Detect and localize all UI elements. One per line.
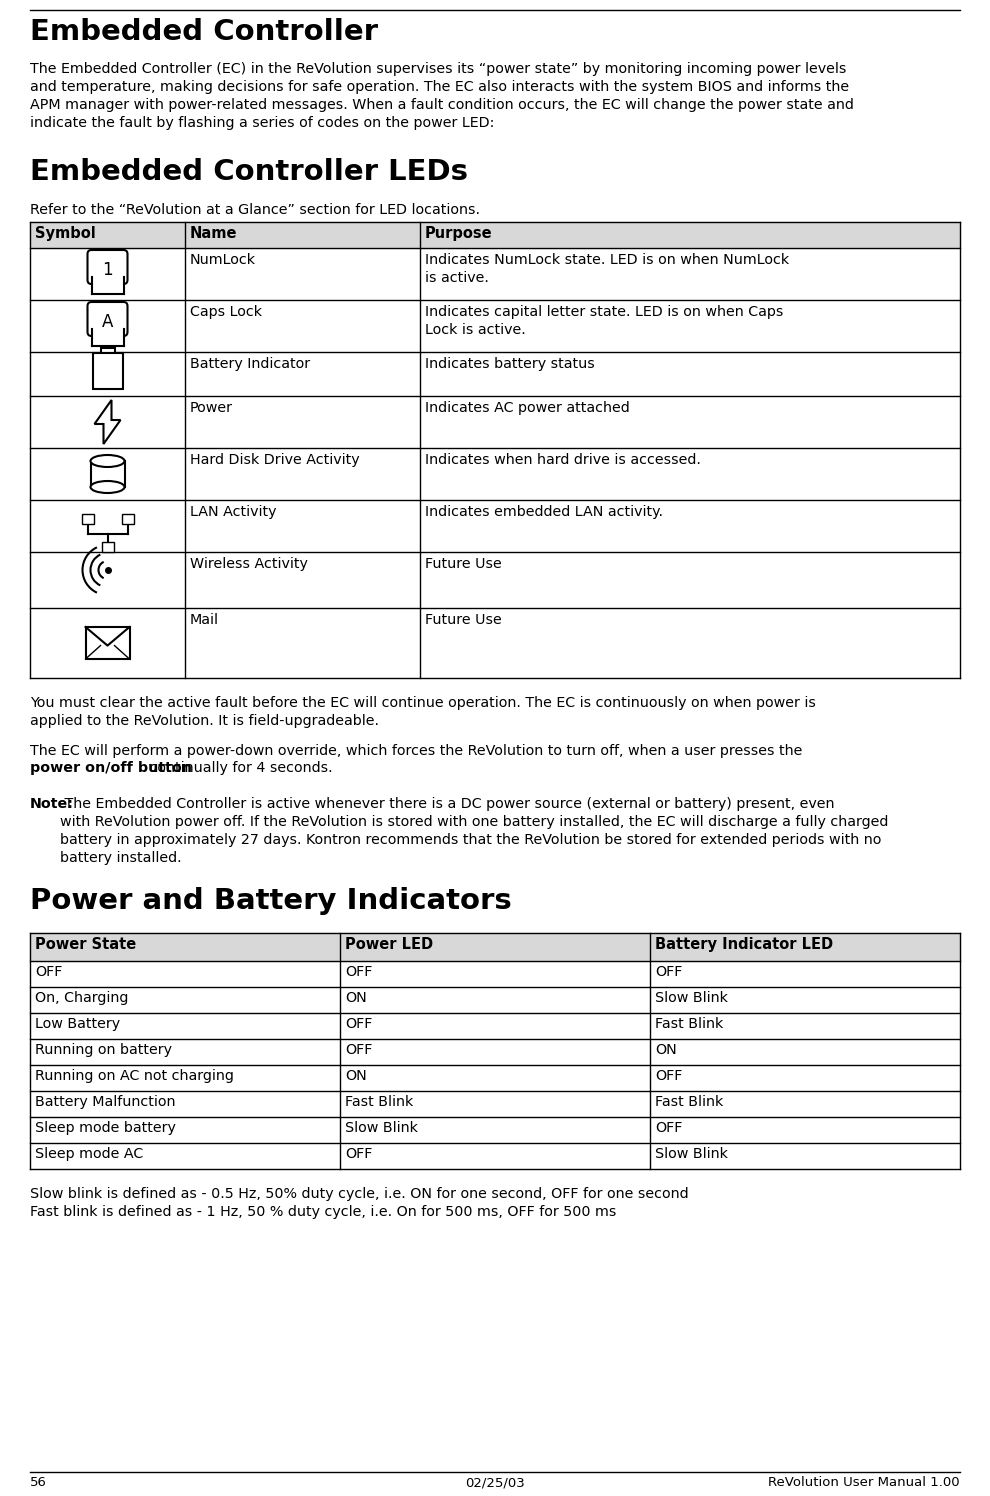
Text: Power: Power (190, 401, 233, 414)
Text: OFF: OFF (655, 1121, 682, 1135)
Text: The Embedded Controller is active whenever there is a DC power source (external : The Embedded Controller is active whenev… (60, 797, 889, 865)
Text: Slow blink is defined as - 0.5 Hz, 50% duty cycle, i.e. ON for one second, OFF f: Slow blink is defined as - 0.5 Hz, 50% d… (30, 1186, 689, 1219)
Text: Fast Blink: Fast Blink (655, 1017, 724, 1031)
Text: LAN Activity: LAN Activity (190, 506, 276, 519)
Text: Sleep mode AC: Sleep mode AC (35, 1147, 144, 1161)
Text: Running on battery: Running on battery (35, 1043, 172, 1058)
Text: You must clear the active fault before the EC will continue operation. The EC is: You must clear the active fault before t… (30, 696, 816, 729)
Text: Indicates when hard drive is accessed.: Indicates when hard drive is accessed. (425, 453, 701, 467)
Text: Battery Malfunction: Battery Malfunction (35, 1095, 175, 1109)
Text: Embedded Controller LEDs: Embedded Controller LEDs (30, 159, 468, 186)
FancyBboxPatch shape (87, 302, 128, 337)
Text: Indicates NumLock state. LED is on when NumLock
is active.: Indicates NumLock state. LED is on when … (425, 253, 789, 284)
Bar (102, 542, 114, 552)
Text: Symbol: Symbol (35, 226, 96, 241)
Text: ON: ON (345, 990, 366, 1005)
Text: Mail: Mail (190, 613, 219, 627)
Text: continually for 4 seconds.: continually for 4 seconds. (145, 761, 333, 775)
Text: Refer to the “ReVolution at a Glance” section for LED locations.: Refer to the “ReVolution at a Glance” se… (30, 203, 480, 217)
Text: Caps Lock: Caps Lock (190, 305, 262, 319)
Text: OFF: OFF (345, 1017, 372, 1031)
Text: ON: ON (345, 1070, 366, 1083)
Text: Name: Name (190, 226, 238, 241)
Text: Wireless Activity: Wireless Activity (190, 557, 308, 571)
Text: Sleep mode battery: Sleep mode battery (35, 1121, 176, 1135)
Text: Battery Indicator: Battery Indicator (190, 358, 310, 371)
Text: Indicates AC power attached: Indicates AC power attached (425, 401, 630, 414)
Bar (101, 349, 115, 353)
Text: OFF: OFF (655, 1070, 682, 1083)
Text: Indicates capital letter state. LED is on when Caps
Lock is active.: Indicates capital letter state. LED is o… (425, 305, 783, 337)
Text: OFF: OFF (345, 1147, 372, 1161)
Text: Slow Blink: Slow Blink (345, 1121, 418, 1135)
Text: Fast Blink: Fast Blink (345, 1095, 413, 1109)
Text: Embedded Controller: Embedded Controller (30, 18, 378, 46)
Text: Slow Blink: Slow Blink (655, 1147, 728, 1161)
Text: Power and Battery Indicators: Power and Battery Indicators (30, 887, 512, 916)
Text: 1: 1 (102, 260, 113, 278)
Bar (91, 277, 124, 295)
Text: Hard Disk Drive Activity: Hard Disk Drive Activity (190, 453, 359, 467)
Text: Power LED: Power LED (345, 936, 434, 951)
Text: Indicates battery status: Indicates battery status (425, 358, 595, 371)
Text: Purpose: Purpose (425, 226, 493, 241)
Bar (90, 461, 125, 488)
Text: The EC will perform a power-down override, which forces the ReVolution to turn o: The EC will perform a power-down overrid… (30, 744, 802, 758)
Text: ON: ON (655, 1043, 677, 1058)
Text: OFF: OFF (35, 965, 62, 978)
Text: Indicates embedded LAN activity.: Indicates embedded LAN activity. (425, 506, 663, 519)
Text: On, Charging: On, Charging (35, 990, 129, 1005)
Text: Power State: Power State (35, 936, 137, 951)
Text: ReVolution User Manual 1.00: ReVolution User Manual 1.00 (768, 1477, 960, 1489)
Text: Low Battery: Low Battery (35, 1017, 120, 1031)
Bar (92, 353, 123, 389)
Text: The Embedded Controller (EC) in the ReVolution supervises its “power state” by m: The Embedded Controller (EC) in the ReVo… (30, 61, 853, 130)
Ellipse shape (90, 455, 125, 467)
Bar (81, 515, 93, 524)
Text: NumLock: NumLock (190, 253, 256, 266)
Text: A: A (102, 313, 113, 331)
Text: Future Use: Future Use (425, 557, 502, 571)
Bar (91, 329, 124, 346)
Text: Running on AC not charging: Running on AC not charging (35, 1070, 234, 1083)
Text: Slow Blink: Slow Blink (655, 990, 728, 1005)
Text: 56: 56 (30, 1477, 47, 1489)
Text: Battery Indicator LED: Battery Indicator LED (655, 936, 834, 951)
Text: OFF: OFF (345, 965, 372, 978)
Bar (85, 627, 130, 660)
Polygon shape (94, 399, 121, 444)
Text: OFF: OFF (655, 965, 682, 978)
Text: OFF: OFF (345, 1043, 372, 1058)
Ellipse shape (90, 482, 125, 494)
Text: power on/off button: power on/off button (30, 761, 192, 775)
Text: Fast Blink: Fast Blink (655, 1095, 724, 1109)
Bar (122, 515, 134, 524)
Text: Note:: Note: (30, 797, 74, 811)
FancyBboxPatch shape (87, 250, 128, 284)
Text: Future Use: Future Use (425, 613, 502, 627)
Text: 02/25/03: 02/25/03 (465, 1477, 525, 1489)
